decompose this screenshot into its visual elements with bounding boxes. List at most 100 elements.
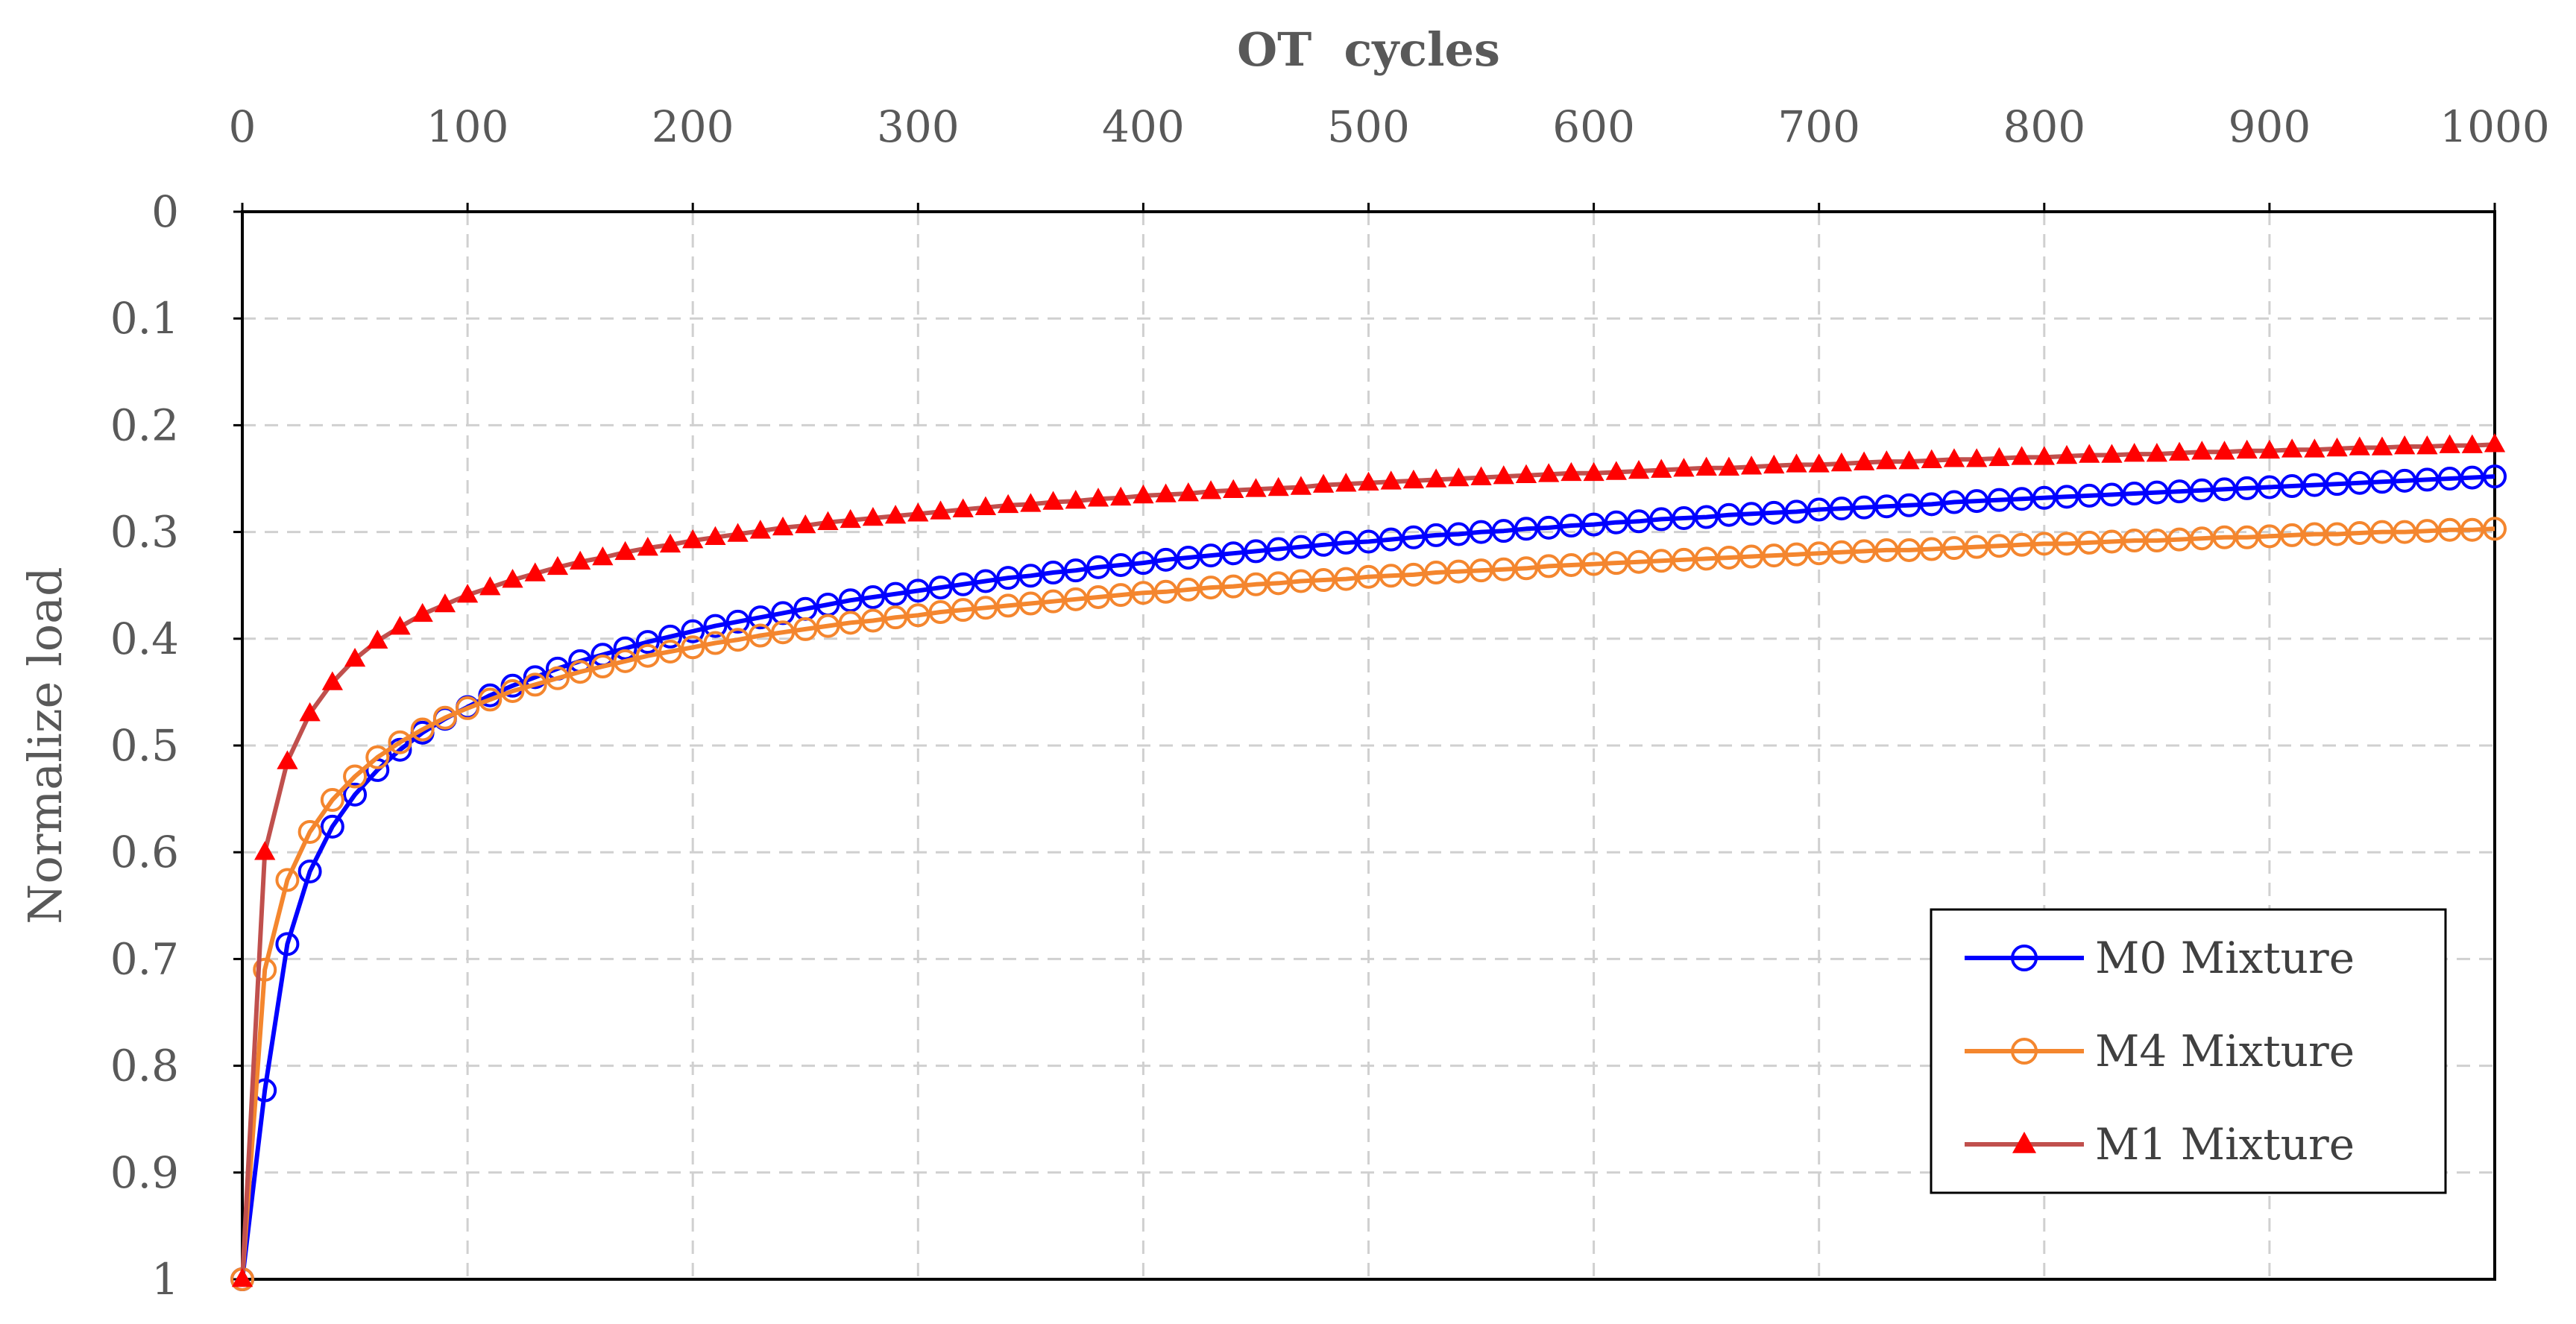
data-point-marker [2349, 436, 2370, 455]
data-point-marker [2235, 476, 2259, 500]
data-point-marker [343, 782, 368, 807]
data-point-marker [1020, 493, 1042, 512]
data-point-marker [637, 537, 658, 556]
data-point-marker [412, 602, 433, 622]
x-tick-label: 700 [1777, 101, 1860, 152]
data-point-marker [1852, 539, 1877, 564]
data-point-marker [2325, 522, 2349, 546]
data-point-marker [1063, 558, 1088, 583]
data-point-marker [524, 562, 546, 581]
data-point-marker [1267, 476, 1289, 497]
data-point-marker [1942, 536, 1966, 561]
data-point-marker [681, 619, 705, 643]
data-point-marker [2460, 517, 2484, 542]
data-point-marker [2168, 441, 2191, 461]
data-point-marker [2077, 483, 2102, 508]
data-point-marker [1784, 499, 1809, 524]
data-point-marker [1311, 532, 1336, 557]
data-point-marker [297, 859, 322, 883]
data-point-marker [1784, 542, 1809, 567]
data-point-marker [1244, 572, 1268, 596]
data-point-marker [478, 687, 503, 712]
data-point-marker [2437, 517, 2462, 542]
data-point-marker [2393, 468, 2417, 493]
legend-label: M0 Mixture [2095, 933, 2355, 983]
data-point-marker [2190, 526, 2214, 551]
data-point-marker [275, 868, 300, 892]
data-point-marker [2258, 439, 2281, 459]
x-tick-label: 900 [2229, 101, 2311, 152]
data-point-marker [1651, 458, 1672, 478]
x-tick-label: 400 [1102, 101, 1185, 152]
data-point-marker [930, 500, 951, 520]
data-point-marker [343, 764, 368, 789]
data-point-marker [1131, 581, 1156, 605]
data-point-marker [681, 635, 705, 660]
data-point-marker [1628, 459, 1650, 479]
data-point-marker [500, 678, 525, 703]
data-point-marker [2056, 444, 2078, 464]
data-point-marker [2011, 446, 2032, 465]
data-point-marker [1897, 493, 1921, 517]
x-tick-label: 500 [1327, 101, 1410, 152]
data-point-marker [703, 614, 728, 638]
data-point-marker [1356, 564, 1381, 589]
data-point-marker [1966, 448, 1988, 467]
data-point-marker [1018, 591, 1043, 616]
data-point-marker [1379, 564, 1403, 588]
data-point-marker [1942, 490, 1966, 514]
data-point-marker [1649, 549, 1674, 573]
data-point-marker [1223, 479, 1244, 499]
data-point-marker [1446, 522, 1471, 546]
data-point-marker [817, 511, 839, 531]
data-point-marker [1448, 467, 1470, 487]
data-point-marker [906, 579, 930, 603]
data-point-marker [1469, 520, 1493, 544]
data-point-marker [1627, 509, 1651, 534]
y-axis: 0 0.1 0.2 0.3 0.4 0.5 0.6 0.7 0.8 0.9 1 [110, 186, 242, 1305]
data-point-marker [614, 540, 636, 561]
data-point-marker [2347, 521, 2372, 546]
data-point-marker [523, 672, 547, 697]
data-point-marker [434, 593, 456, 613]
y-tick-label: 0 [151, 186, 179, 237]
data-point-marker [1379, 527, 1403, 552]
data-point-marker [1537, 515, 1561, 540]
data-point-marker [2146, 443, 2168, 462]
data-point-marker [479, 576, 501, 596]
data-point-marker [1176, 545, 1200, 570]
data-point-marker [1965, 535, 1989, 559]
y-tick-label: 0.7 [110, 933, 179, 984]
data-point-marker [1063, 587, 1088, 611]
data-point-marker [2415, 519, 2440, 543]
data-point-marker [388, 730, 412, 754]
data-point-marker [613, 636, 637, 661]
data-point-marker [2122, 529, 2147, 553]
data-point-marker [1897, 538, 1921, 562]
data-point-marker [253, 957, 277, 982]
data-point-marker [1153, 547, 1178, 572]
data-point-marker [1807, 497, 1831, 522]
data-point-marker [1515, 464, 1537, 484]
data-point-marker [2415, 467, 2440, 492]
data-point-marker [1919, 537, 1944, 561]
data-point-marker [2369, 470, 2394, 494]
series-m0-mixture [230, 464, 2507, 1291]
data-point-marker [658, 639, 682, 663]
data-point-marker [1604, 551, 1628, 576]
data-point-marker [1356, 529, 1381, 554]
data-point-marker [1740, 455, 1763, 475]
data-point-marker [2257, 524, 2281, 549]
data-point-marker [2055, 532, 2079, 556]
data-point-marker [2461, 434, 2483, 453]
data-point-marker [928, 600, 953, 624]
data-point-marker [1694, 546, 1719, 571]
data-point-marker [635, 643, 660, 668]
data-point-marker [951, 598, 975, 622]
data-point-marker [2055, 485, 2079, 509]
data-point-marker [2347, 470, 2372, 495]
data-point-marker [1807, 541, 1831, 566]
data-point-marker [2302, 473, 2327, 497]
y-tick-label: 0.2 [110, 400, 179, 450]
